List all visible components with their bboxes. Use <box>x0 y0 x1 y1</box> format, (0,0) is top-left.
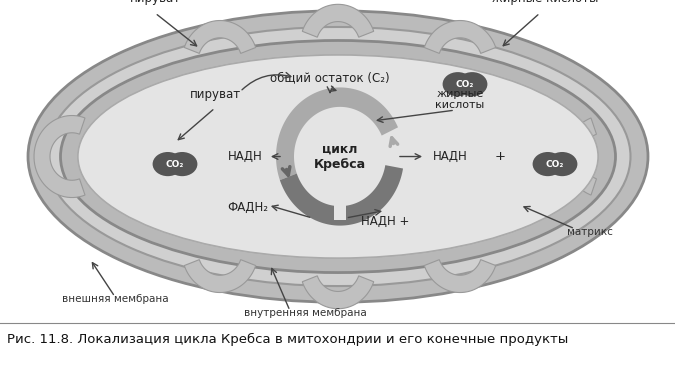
Ellipse shape <box>153 152 183 176</box>
Text: НАДН: НАДН <box>433 150 467 163</box>
Text: +: + <box>495 150 506 163</box>
Polygon shape <box>280 165 403 226</box>
Text: Рис. 11.8. Локализация цикла Кребса в митохондрии и его конечные продукты: Рис. 11.8. Локализация цикла Кребса в ми… <box>7 333 568 346</box>
Ellipse shape <box>45 27 630 286</box>
Text: CO₂: CO₂ <box>166 160 184 169</box>
Polygon shape <box>276 88 398 180</box>
Text: CO₂: CO₂ <box>546 160 564 169</box>
Polygon shape <box>302 276 374 309</box>
Text: жирные
кислоты: жирные кислоты <box>435 89 485 110</box>
Polygon shape <box>425 21 495 53</box>
Text: НАДН +: НАДН + <box>361 215 409 228</box>
Circle shape <box>297 110 383 203</box>
Text: пируват: пируват <box>130 0 180 6</box>
Ellipse shape <box>78 55 598 258</box>
Text: НАДН: НАДН <box>227 150 263 163</box>
Polygon shape <box>425 260 495 293</box>
Ellipse shape <box>167 152 197 176</box>
Ellipse shape <box>443 72 473 96</box>
Ellipse shape <box>533 152 563 176</box>
Text: жирные кислоты: жирные кислоты <box>492 0 598 6</box>
Text: матрикс: матрикс <box>567 227 613 237</box>
Ellipse shape <box>61 40 616 273</box>
Text: цикл
Кребса: цикл Кребса <box>314 142 366 170</box>
Polygon shape <box>184 21 256 53</box>
Ellipse shape <box>78 55 598 258</box>
Text: общий остаток (С₂): общий остаток (С₂) <box>270 71 390 84</box>
Polygon shape <box>302 4 374 37</box>
Polygon shape <box>184 260 256 293</box>
Text: CO₂: CO₂ <box>456 80 474 89</box>
Bar <box>334 203 346 220</box>
Text: пируват: пируват <box>190 88 240 102</box>
Ellipse shape <box>547 152 577 176</box>
Polygon shape <box>566 118 597 195</box>
Text: внешняя мембрана: внешняя мембрана <box>61 294 168 304</box>
Polygon shape <box>34 116 85 198</box>
Text: ФАДН₂: ФАДН₂ <box>227 201 269 214</box>
Ellipse shape <box>457 72 487 96</box>
Text: внутренняя мембрана: внутренняя мембрана <box>244 308 367 318</box>
Ellipse shape <box>28 11 648 302</box>
